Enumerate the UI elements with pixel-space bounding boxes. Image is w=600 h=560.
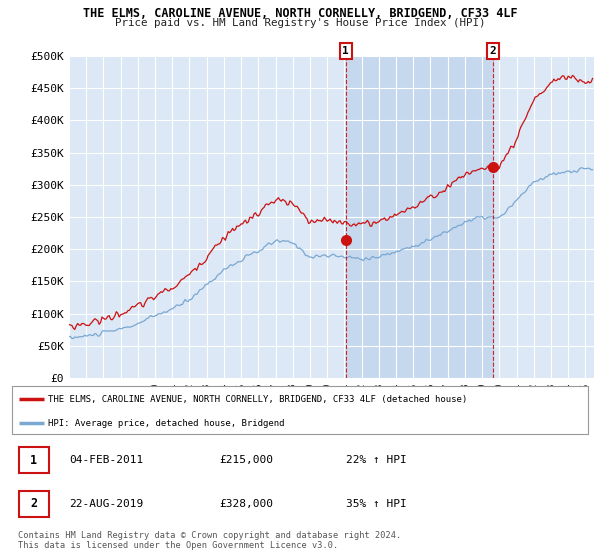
Text: 1: 1 <box>343 46 349 56</box>
Text: 2: 2 <box>490 46 497 56</box>
FancyBboxPatch shape <box>19 491 49 517</box>
Bar <box>346 56 493 378</box>
Text: 35% ↑ HPI: 35% ↑ HPI <box>346 499 407 509</box>
Text: THE ELMS, CAROLINE AVENUE, NORTH CORNELLY, BRIDGEND, CF33 4LF (detached house): THE ELMS, CAROLINE AVENUE, NORTH CORNELL… <box>48 395 467 404</box>
Text: £215,000: £215,000 <box>220 455 274 465</box>
Text: £328,000: £328,000 <box>220 499 274 509</box>
Text: THE ELMS, CAROLINE AVENUE, NORTH CORNELLY, BRIDGEND, CF33 4LF: THE ELMS, CAROLINE AVENUE, NORTH CORNELL… <box>83 7 517 20</box>
Text: 04-FEB-2011: 04-FEB-2011 <box>70 455 144 465</box>
Text: 22% ↑ HPI: 22% ↑ HPI <box>346 455 407 465</box>
Text: Contains HM Land Registry data © Crown copyright and database right 2024.
This d: Contains HM Land Registry data © Crown c… <box>18 531 401 550</box>
Text: 2: 2 <box>31 497 37 510</box>
Text: HPI: Average price, detached house, Bridgend: HPI: Average price, detached house, Brid… <box>48 418 285 427</box>
Text: 22-AUG-2019: 22-AUG-2019 <box>70 499 144 509</box>
FancyBboxPatch shape <box>19 447 49 473</box>
FancyBboxPatch shape <box>12 386 588 434</box>
Text: Price paid vs. HM Land Registry's House Price Index (HPI): Price paid vs. HM Land Registry's House … <box>115 18 485 29</box>
Text: 1: 1 <box>31 454 37 467</box>
